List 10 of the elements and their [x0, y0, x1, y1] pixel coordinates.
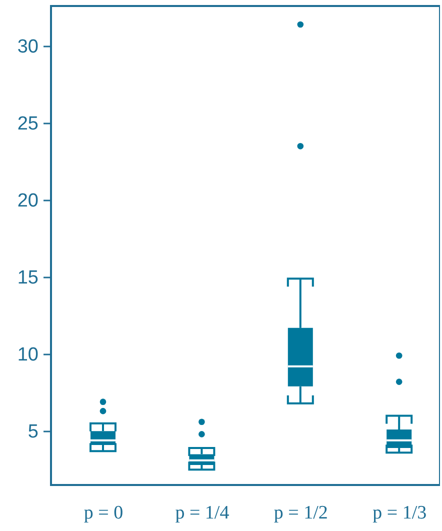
x-tick-label: p = 1/3: [372, 502, 427, 524]
y-tick-label: 25: [17, 114, 38, 135]
x-tick-label: p = 1/2: [274, 502, 328, 524]
y-tick-label: 10: [17, 344, 38, 366]
y-tick-label: 20: [17, 190, 38, 212]
x-tick-label: p = 1/4: [175, 502, 230, 524]
y-tick-label: 5: [28, 422, 38, 443]
x-tick-label: p = 0: [84, 502, 124, 524]
y-tick-label: 30: [17, 36, 38, 58]
y-tick-label: 15: [17, 268, 38, 289]
